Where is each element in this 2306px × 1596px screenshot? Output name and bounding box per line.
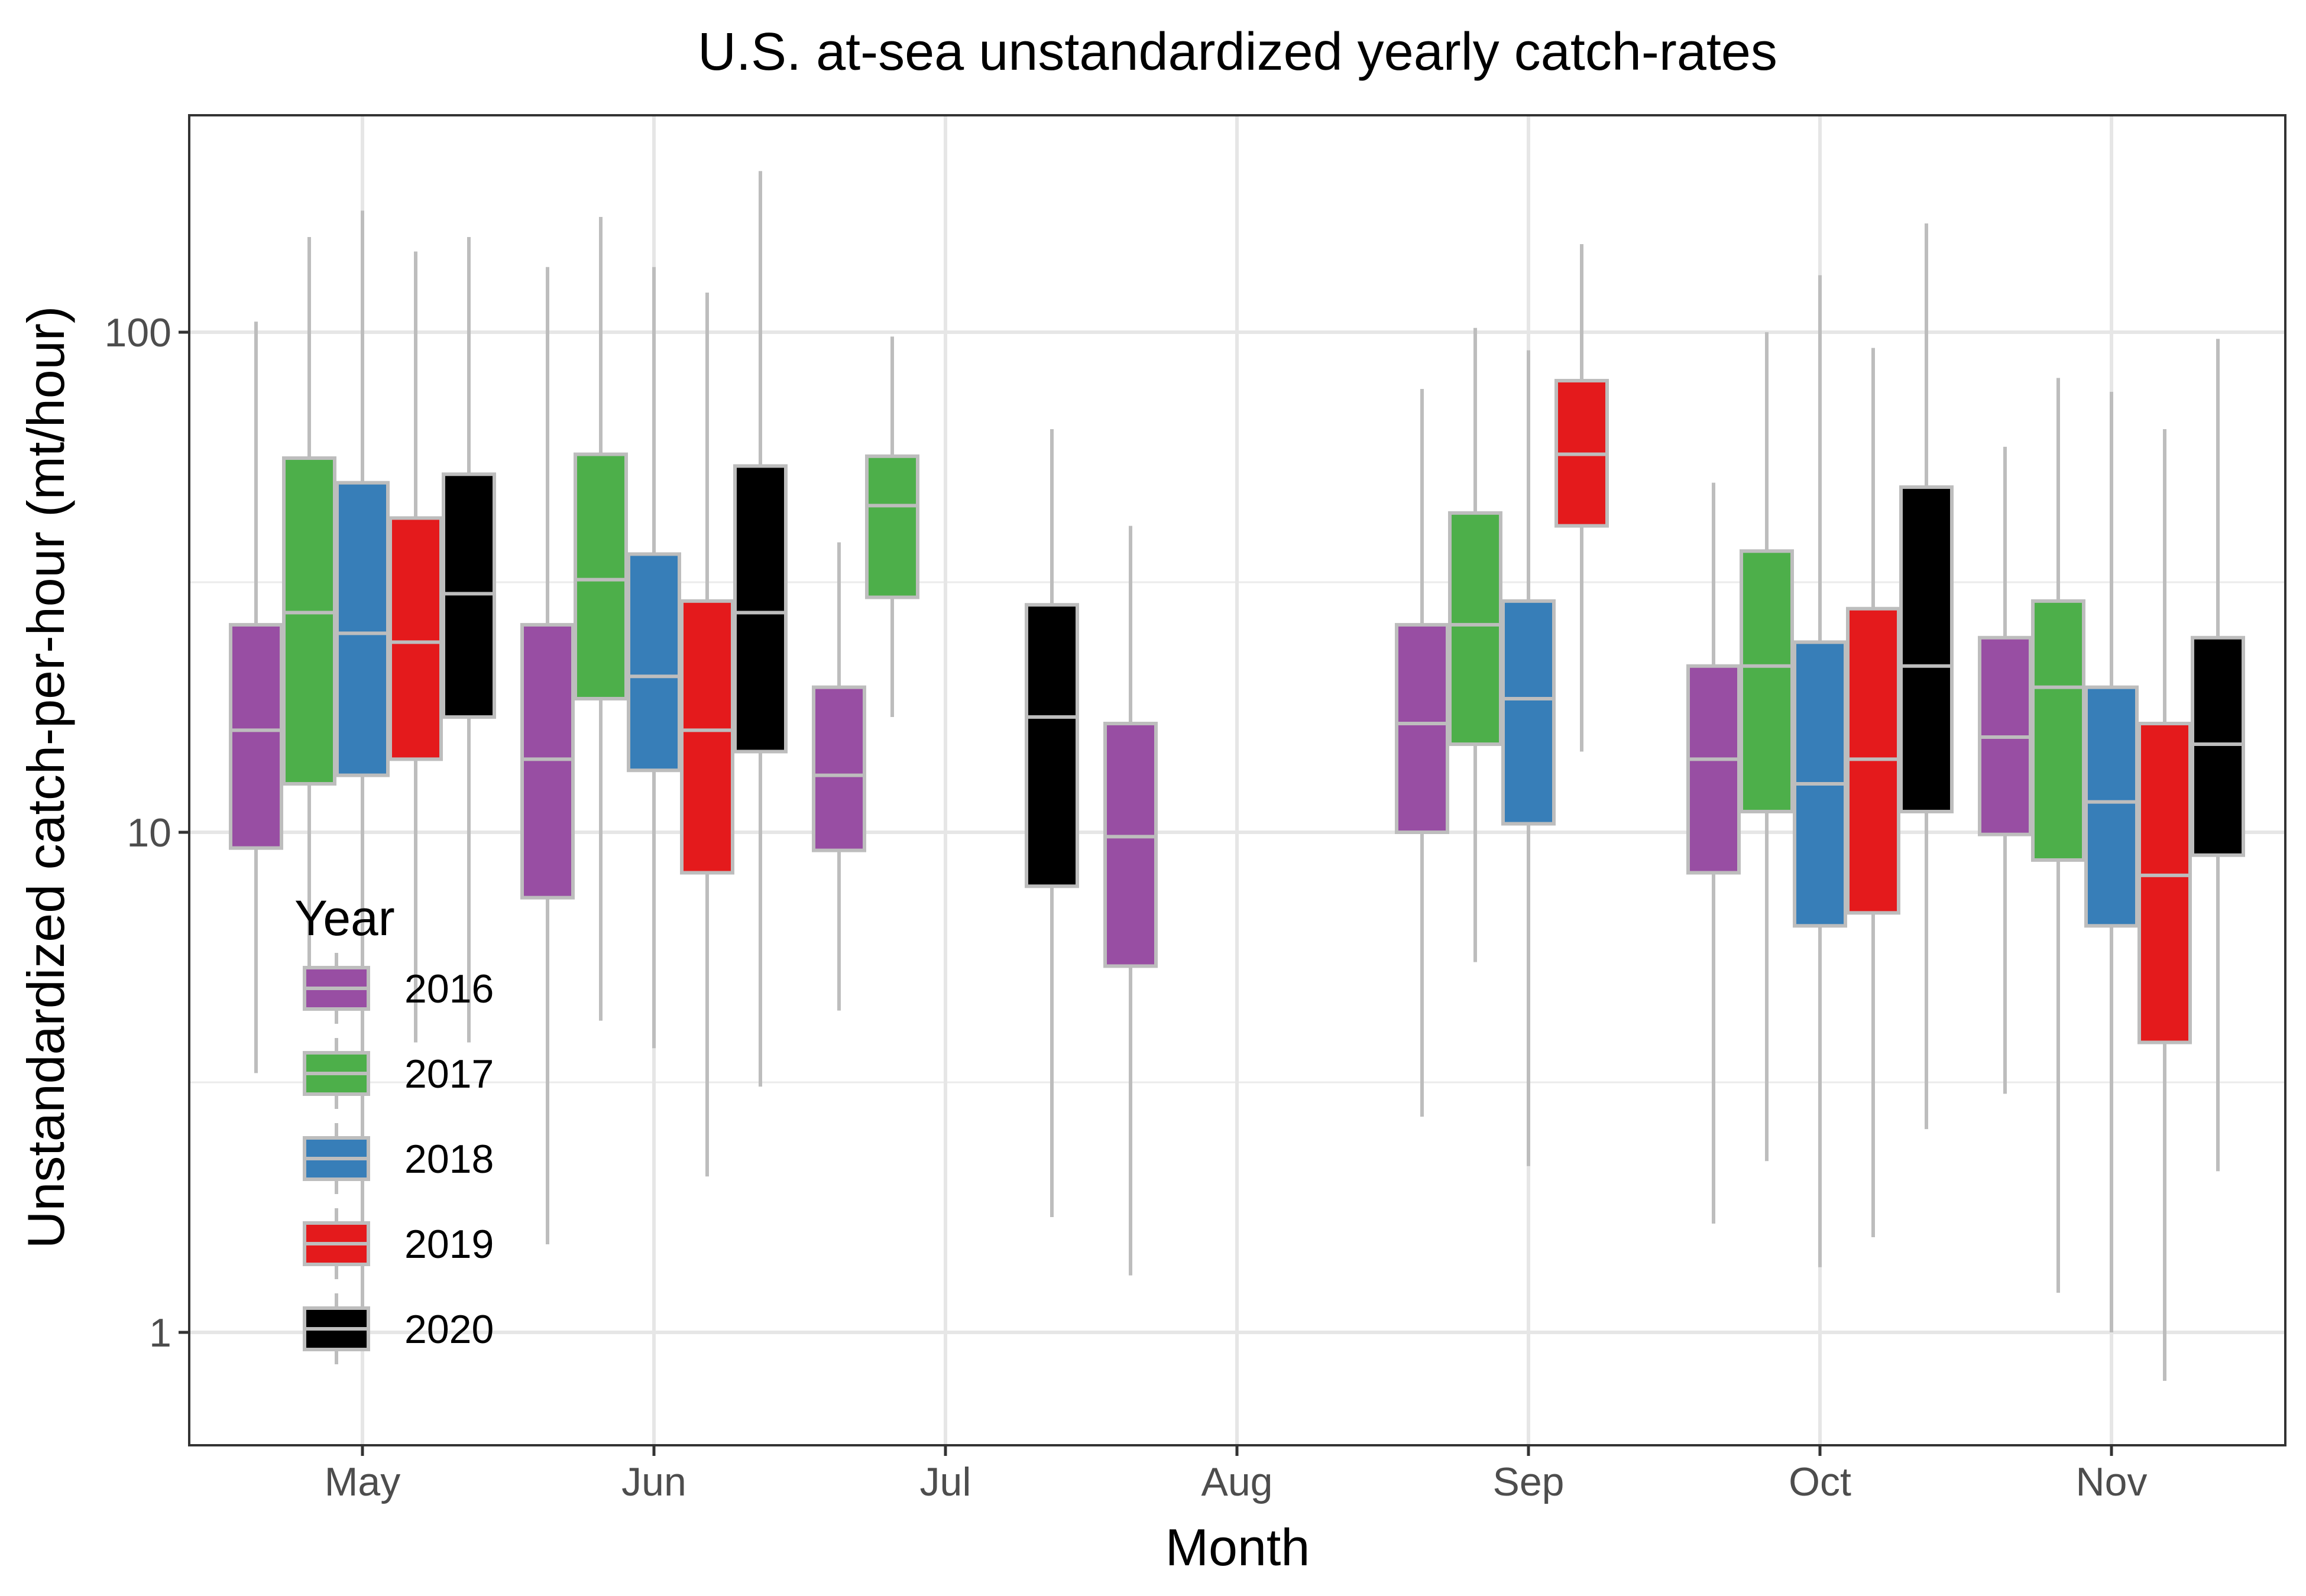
box-2016-aug [1103,525,1158,1276]
box-iqr [520,622,575,900]
legend-item-2017: 2017 [303,1038,494,1109]
box-2020-jul [1025,429,1079,1218]
box-iqr [865,454,919,599]
box-2016-may [229,322,283,1073]
y-tick-label: 1 [149,1310,171,1355]
box-iqr [680,599,734,875]
x-tick-label: Jul [920,1459,971,1504]
legend-label: 2018 [404,1137,494,1182]
box-iqr [2137,722,2192,1044]
box-2017-jun [574,217,628,1021]
box-2016-oct [1686,482,1741,1224]
y-tick-label: 100 [105,310,171,355]
box-2019-jun [680,293,734,1177]
x-tick-label: Nov [2076,1459,2148,1504]
box-2018-oct [1793,275,1847,1267]
box-2017-jul [865,336,919,718]
box-2019-nov [2137,429,2192,1381]
box-iqr [442,472,496,719]
box-2017-sep [1448,327,1502,962]
box-iqr [812,685,866,852]
chart-title: U.S. at-sea unstandardized yearly catch-… [698,22,1777,82]
box-2020-jun [733,171,788,1087]
box-2016-jul [812,542,866,1011]
box-2019-oct [1846,348,1900,1237]
box-iqr [2084,685,2139,928]
box-iqr [1103,722,1158,968]
box-2018-jun [627,267,681,1049]
plot-area: 1 10 100 May Jun Jul Aug Sep Oct Nov [105,114,2286,1504]
x-tick-label: Oct [1789,1459,1851,1504]
x-tick-label: May [325,1459,400,1504]
box-iqr [1395,622,1449,834]
x-tick-label: Sep [1493,1459,1565,1504]
legend-label: 2020 [404,1307,494,1352]
x-tick-label: Aug [1201,1459,1273,1504]
box-iqr [1448,511,1502,747]
legend-item-2019: 2019 [303,1208,494,1279]
box-iqr [627,552,681,773]
box-iqr [1686,664,1741,875]
box-2017-nov [2031,378,2085,1293]
legend-title: Year [294,890,395,946]
x-tick-label: Jun [621,1459,686,1504]
box-2017-oct [1740,332,1794,1162]
box-2020-nov [2191,339,2245,1172]
box-iqr [1025,603,1079,888]
box-2020-may [442,236,496,1043]
y-tick-label: 10 [127,810,171,855]
box-iqr [229,622,283,850]
legend-label: 2019 [404,1222,494,1267]
box-iqr [1740,549,1794,813]
box-iqr [2191,635,2245,857]
box-2020-oct [1899,223,1954,1130]
box-2018-nov [2084,391,2139,1332]
legend-item-2016: 2016 [303,953,494,1024]
box-iqr [2031,599,2085,862]
legend-item-2020: 2020 [303,1293,494,1364]
legend-item-2018: 2018 [303,1123,494,1194]
box-iqr [282,456,336,786]
legend-label: 2017 [404,1052,494,1097]
box-2016-sep [1395,389,1449,1117]
box-iqr [388,516,443,761]
legend: Year 2016 2017 2018 2019 2020 [294,890,494,1364]
box-iqr [1501,599,1556,826]
legend-label: 2016 [404,966,494,1011]
box-iqr [1899,485,1954,813]
box-2019-sep [1554,244,1609,752]
y-axis-title: Unstandardized catch-per-hour (mt/hour) [17,306,75,1248]
box-2016-nov [1978,446,2032,1094]
box-2017-may [282,236,336,966]
box-2018-sep [1501,350,1556,1166]
x-axis-title: Month [1165,1518,1310,1576]
box-iqr [574,452,628,700]
box-iqr [733,464,788,754]
box-iqr [335,481,390,777]
box-2019-may [388,251,443,1043]
box-2016-jun [520,267,575,1245]
